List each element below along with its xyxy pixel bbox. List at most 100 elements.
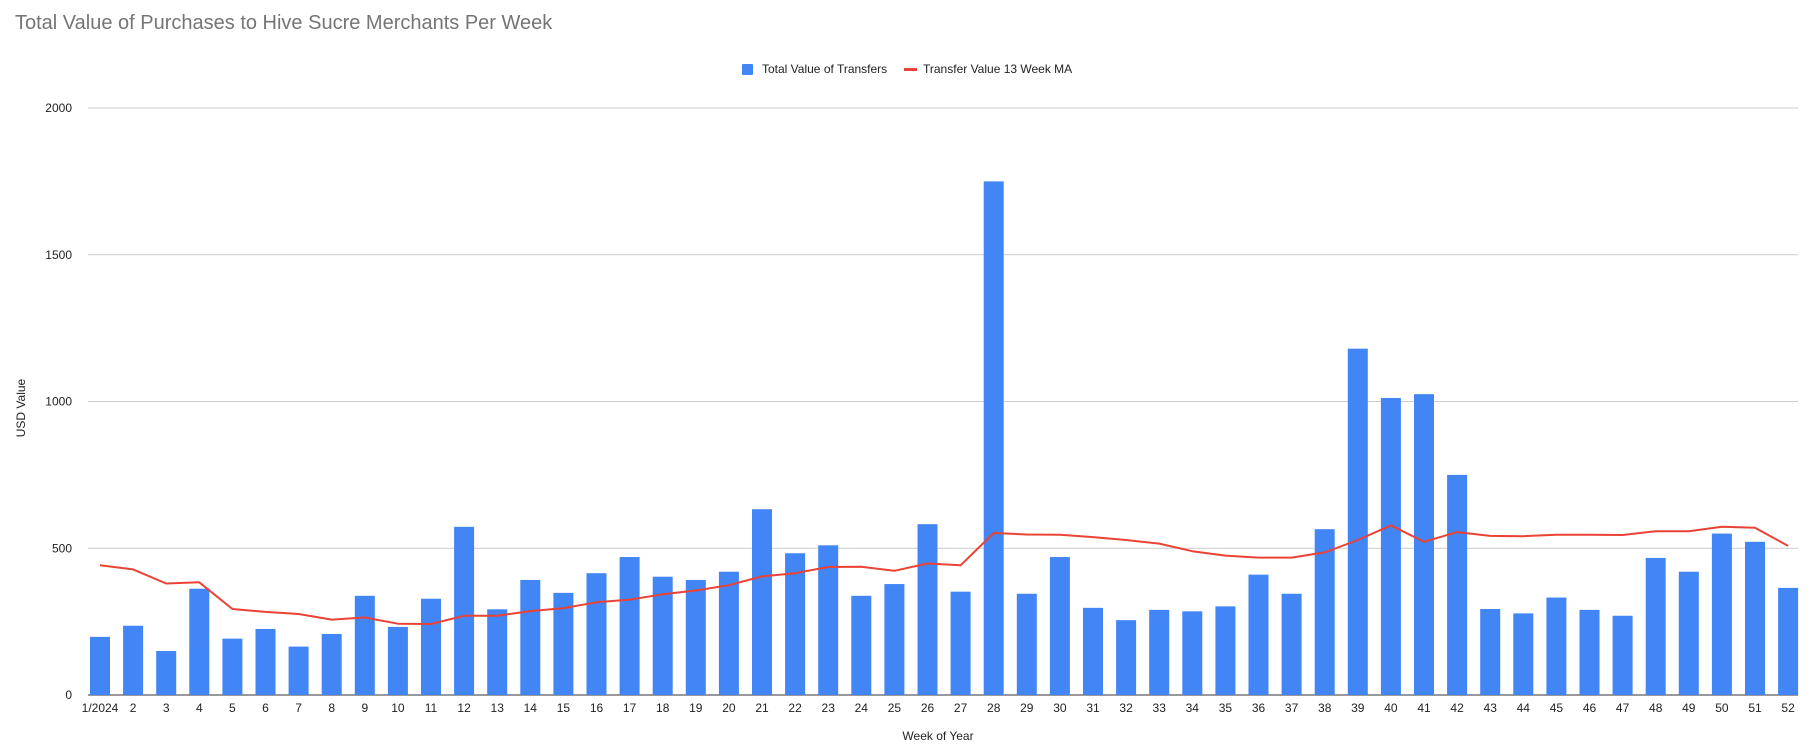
x-tick-label: 20 — [722, 701, 736, 715]
x-tick-label: 30 — [1053, 701, 1067, 715]
legend-line-label: Transfer Value 13 Week MA — [923, 62, 1072, 76]
bar — [1314, 529, 1335, 695]
x-tick-label: 15 — [557, 701, 571, 715]
moving-average-line — [99, 524, 1789, 625]
bar — [1347, 348, 1368, 695]
x-tick-label: 47 — [1616, 701, 1630, 715]
bar — [123, 625, 144, 695]
bar — [1778, 587, 1799, 695]
bar — [917, 524, 938, 695]
x-tick-label: 12 — [457, 701, 471, 715]
bar — [1281, 593, 1302, 695]
y-tick-label: 0 — [65, 688, 72, 702]
bar — [1016, 593, 1037, 695]
x-tick-label: 13 — [491, 701, 505, 715]
bar — [1546, 597, 1567, 695]
gridlines — [88, 107, 1798, 696]
bar — [1447, 474, 1468, 695]
bar — [818, 545, 839, 695]
x-tick-label: 46 — [1583, 701, 1597, 715]
bar — [950, 591, 971, 695]
bar — [189, 588, 210, 695]
x-tick-label: 9 — [361, 701, 368, 715]
x-tick-label: 45 — [1550, 701, 1564, 715]
x-tick-label: 48 — [1649, 701, 1663, 715]
bar — [288, 646, 309, 695]
bar — [553, 592, 574, 695]
x-tick-label: 8 — [328, 701, 335, 715]
bar — [321, 633, 342, 695]
x-tick-label: 18 — [656, 701, 670, 715]
bar — [1678, 571, 1699, 695]
bar — [1579, 609, 1600, 695]
bar-series — [90, 181, 1799, 695]
bar — [1711, 533, 1732, 695]
bar — [1380, 397, 1401, 695]
x-tick-label: 19 — [689, 701, 703, 715]
x-tick-label: 1/2024 — [82, 701, 119, 715]
x-tick-label: 33 — [1153, 701, 1167, 715]
x-tick-label: 49 — [1682, 701, 1696, 715]
x-tick-label: 35 — [1219, 701, 1233, 715]
x-tick-label: 22 — [788, 701, 802, 715]
x-tick-label: 21 — [755, 701, 769, 715]
x-tick-label: 40 — [1384, 701, 1398, 715]
x-tick-label: 14 — [524, 701, 538, 715]
x-tick-label: 43 — [1484, 701, 1498, 715]
bar — [884, 584, 905, 695]
bar — [421, 598, 441, 695]
bar — [1049, 557, 1070, 695]
bar — [1116, 620, 1137, 695]
x-tick-label: 17 — [623, 701, 637, 715]
x-tick-label: 31 — [1086, 701, 1100, 715]
x-tick-label: 5 — [229, 701, 236, 715]
x-tick-label: 3 — [163, 701, 170, 715]
x-tick-label: 2 — [130, 701, 137, 715]
x-tick-label: 39 — [1351, 701, 1365, 715]
bar — [1182, 611, 1203, 695]
x-tick-label: 52 — [1781, 701, 1795, 715]
x-tick-label: 16 — [590, 701, 604, 715]
x-tick-label: 36 — [1252, 701, 1266, 715]
x-tick-label: 26 — [921, 701, 935, 715]
x-tick-label: 37 — [1285, 701, 1299, 715]
bar — [1480, 609, 1501, 695]
bar — [1645, 557, 1666, 695]
x-tick-label: 32 — [1119, 701, 1133, 715]
x-tick-label: 41 — [1417, 701, 1431, 715]
bar — [387, 626, 408, 695]
x-tick-label: 42 — [1450, 701, 1464, 715]
y-tick-label: 1000 — [45, 395, 72, 409]
bar — [454, 526, 475, 695]
bar — [1745, 541, 1765, 695]
bar — [222, 638, 243, 695]
bar — [1215, 606, 1236, 695]
moving-average-series — [99, 524, 1789, 625]
x-tick-label: 28 — [987, 701, 1001, 715]
bar — [1513, 613, 1534, 695]
x-tick-label: 27 — [954, 701, 968, 715]
bar — [785, 553, 806, 695]
bar — [90, 636, 110, 695]
bar — [520, 579, 541, 695]
x-tick-label: 25 — [888, 701, 902, 715]
legend: Total Value of Transfers Transfer Value 1… — [742, 62, 1072, 76]
x-tick-label: 29 — [1020, 701, 1034, 715]
x-tick-label: 51 — [1748, 701, 1762, 715]
bar — [983, 181, 1004, 695]
bar — [851, 595, 872, 695]
bar — [718, 571, 739, 695]
x-tick-label: 34 — [1186, 701, 1200, 715]
y-tick-label: 500 — [52, 541, 72, 555]
bar — [156, 650, 177, 695]
y-tick-label: 2000 — [45, 101, 72, 115]
bar — [354, 595, 375, 695]
x-tick-label: 38 — [1318, 701, 1332, 715]
y-axis-title: USD Value — [14, 378, 28, 437]
bar — [619, 557, 640, 695]
x-tick-label: 23 — [822, 701, 836, 715]
y-tick-label: 1500 — [45, 248, 72, 262]
bar — [1083, 607, 1103, 695]
